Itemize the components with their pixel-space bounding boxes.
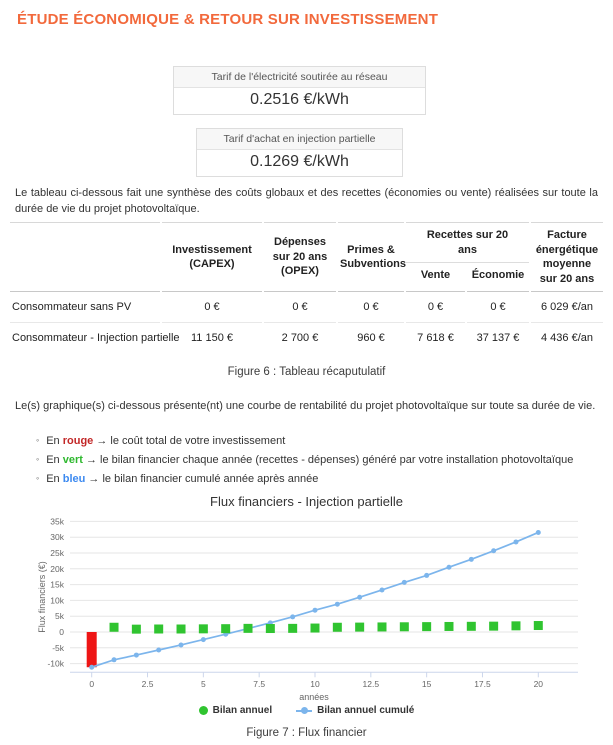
blue-line-marker-icon (296, 707, 313, 714)
green-circle-marker-icon (198, 706, 208, 715)
legend-bullet-rouge: ◦ En rouge → le coût total de votre inves… (36, 433, 573, 449)
column-header-empty (10, 222, 160, 263)
svg-text:5k: 5k (55, 611, 65, 621)
cell-facture: 4 436 €/an (531, 322, 603, 353)
svg-text:20: 20 (534, 679, 544, 689)
graph-paragraph: Le(s) graphique(s) ci-dessous présente(n… (15, 400, 596, 412)
svg-text:0: 0 (89, 679, 94, 689)
row-label: Consommateur - Injection partielle (10, 322, 180, 353)
cell-primes: 0 € (338, 291, 404, 322)
svg-text:10: 10 (310, 679, 320, 689)
svg-text:0: 0 (59, 627, 64, 637)
tariff-value: 0.1269 €/kWh (250, 153, 349, 170)
legend-item-bilan-annuel[interactable]: Bilan annuel (198, 705, 273, 716)
bullet-text: → le bilan financier cumulé année après … (85, 473, 319, 485)
cell-primes: 960 € (338, 322, 404, 353)
summary-table: Investissement (CAPEX) Dépenses sur 20 a… (8, 222, 605, 353)
legend-label: Bilan annuel (212, 705, 273, 716)
column-header-vente: Vente (420, 269, 451, 282)
svg-text:2.5: 2.5 (142, 679, 154, 689)
bullet-text: → le bilan financier chaque année (recet… (82, 454, 574, 466)
bullet-color-word: vert (62, 454, 83, 466)
circle-bullet-icon: ◦ (36, 435, 40, 445)
svg-text:15: 15 (422, 679, 432, 689)
svg-text:années: années (299, 692, 329, 702)
cell-invest: 0 € (162, 291, 262, 322)
column-header-primes: Primes & Subventions (338, 222, 406, 291)
tariff-label: Tarif de l'électricité soutirée au résea… (174, 67, 425, 88)
chart-title: Flux financiers - Injection partielle (210, 494, 403, 509)
bullet-text: En (46, 454, 63, 466)
svg-text:25k: 25k (50, 548, 64, 558)
svg-text:17.5: 17.5 (474, 679, 491, 689)
svg-text:10k: 10k (50, 595, 64, 605)
svg-text:7.5: 7.5 (253, 679, 265, 689)
bullet-color-word: rouge (62, 435, 94, 447)
cell-invest: 11 150 € (162, 322, 262, 353)
svg-text:12.5: 12.5 (363, 679, 380, 689)
column-header-depenses: Dépenses sur 20 ans (OPEX) (264, 222, 336, 291)
figure6-caption: Figure 6 : Tableau récaputulatif (227, 366, 386, 378)
tariff-box-injection: Tarif d'achat en injection partielle 0.1… (196, 128, 403, 177)
financial-chart: -10k -5k 0 5k 10k 15k 20k 25k 30k 35k 0 2.5 5 7.5 10 12… (37, 516, 578, 702)
table-row-sans-pv: Consommateur sans PV 0 € 0 € 0 € 0 € 0 €… (10, 291, 603, 322)
svg-text:35k: 35k (50, 516, 64, 526)
cell-depenses: 0 € (264, 291, 336, 322)
cell-depenses: 2 700 € (264, 322, 336, 353)
column-header-empty (10, 263, 160, 291)
column-header-facture: Facture énergétique moyenne sur 20 ans (531, 222, 603, 291)
column-header-recettes: Recettes sur 20 ans (406, 222, 529, 264)
bullet-text: En (46, 473, 63, 485)
cell-facture: 6 029 €/an (531, 291, 603, 322)
bullet-color-word: bleu (62, 473, 86, 485)
table-row-injection-partielle: Consommateur - Injection partielle 11 15… (10, 322, 603, 353)
legend-bullet-bleu: ◦ En bleu → le bilan financier cumulé ann… (36, 471, 573, 487)
cell-economie: 37 137 € (467, 322, 529, 353)
bullet-text: → le coût total de votre investissement (93, 435, 286, 447)
bullet-text: En (46, 435, 63, 447)
tariff-value: 0.2516 €/kWh (250, 91, 349, 108)
circle-bullet-icon: ◦ (36, 454, 40, 464)
column-header-investissement: Investissement (CAPEX) (162, 222, 262, 291)
legend-bullet-vert: ◦ En vert → le bilan financier chaque ann… (36, 452, 573, 468)
svg-text:5: 5 (201, 679, 206, 689)
intro-paragraph: Le tableau ci-dessous fait une synthèse … (15, 187, 598, 215)
cell-vente: 7 618 € (406, 322, 465, 353)
figure7-caption: Figure 7 : Flux financier (246, 727, 367, 739)
row-label: Consommateur sans PV (10, 291, 160, 322)
tariff-label: Tarif d'achat en injection partielle (197, 129, 402, 150)
cell-vente: 0 € (406, 291, 465, 322)
column-header-economie: Économie (471, 269, 525, 282)
svg-text:-5k: -5k (52, 643, 65, 653)
svg-text:15k: 15k (50, 580, 64, 590)
color-legend-bullets: ◦ En rouge → le coût total de votre inves… (36, 433, 573, 490)
legend-label: Bilan annuel cumulé (317, 705, 415, 716)
circle-bullet-icon: ◦ (36, 473, 40, 483)
chart-legend: Bilan annuel Bilan annuel cumulé (0, 705, 613, 716)
legend-item-bilan-annuel-cumule[interactable]: Bilan annuel cumulé (296, 705, 414, 716)
svg-text:30k: 30k (50, 532, 64, 542)
svg-text:Flux financiers (€): Flux financiers (€) (37, 561, 47, 633)
svg-text:20k: 20k (50, 564, 64, 574)
page-title: ÉTUDE ÉCONOMIQUE & RETOUR SUR INVESTISSE… (17, 11, 439, 28)
tariff-box-soutirage: Tarif de l'électricité soutirée au résea… (173, 66, 426, 115)
cell-economie: 0 € (467, 291, 529, 322)
svg-text:-10k: -10k (47, 659, 64, 669)
